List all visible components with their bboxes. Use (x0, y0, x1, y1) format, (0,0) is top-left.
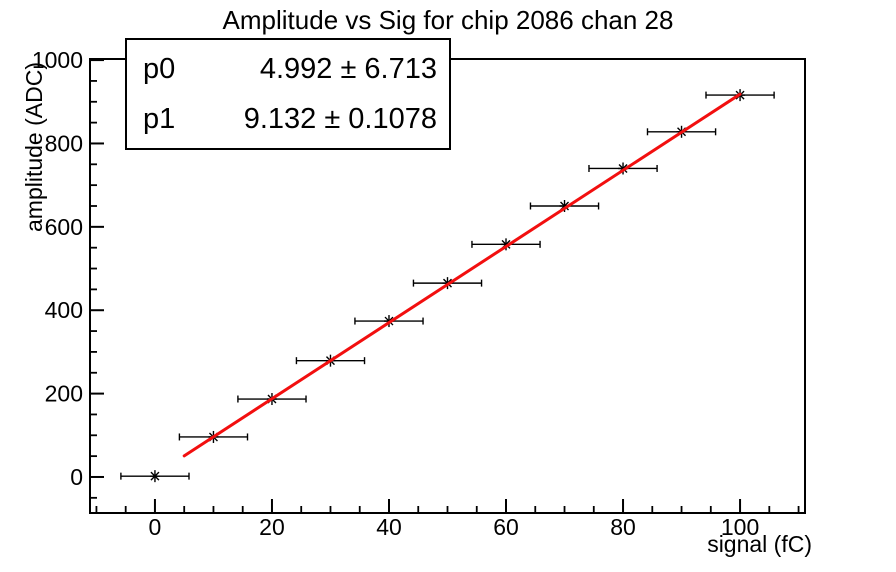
param-p1-label: p1 (143, 103, 176, 135)
x-axis-title: signal (fC) (707, 531, 812, 557)
y-axis-title: amplitude (ADC) (21, 62, 47, 232)
x-tick-label: 0 (149, 514, 162, 540)
x-tick-label: 60 (493, 514, 519, 540)
chart-title: Amplitude vs Sig for chip 2086 chan 28 (222, 5, 674, 35)
fit-stats-box: p0 4.992 ± 6.713 p1 9.132 ± 0.1078 (125, 38, 451, 150)
x-tick-label: 20 (259, 514, 285, 540)
y-tick-label: 800 (45, 130, 83, 156)
y-tick-label: 400 (45, 297, 83, 323)
param-p1-value: 9.132 ± 0.1078 (243, 103, 437, 135)
param-p0-value: 4.992 ± 6.713 (259, 53, 437, 85)
data-point-marker (150, 471, 160, 481)
param-p0-label: p0 (143, 53, 176, 85)
x-tick-label: 40 (376, 514, 402, 540)
stats-row-p1: p1 9.132 ± 0.1078 (127, 103, 449, 135)
stats-row-p0: p0 4.992 ± 6.713 (127, 53, 449, 85)
fit-line (182, 92, 742, 458)
x-tick-label: 100 (721, 514, 759, 540)
y-tick-label: 600 (45, 214, 83, 240)
y-tick-label: 200 (45, 381, 83, 407)
x-tick-label: 80 (610, 514, 636, 540)
y-tick-label: 0 (70, 464, 83, 490)
y-tick-label: 1000 (32, 47, 83, 73)
